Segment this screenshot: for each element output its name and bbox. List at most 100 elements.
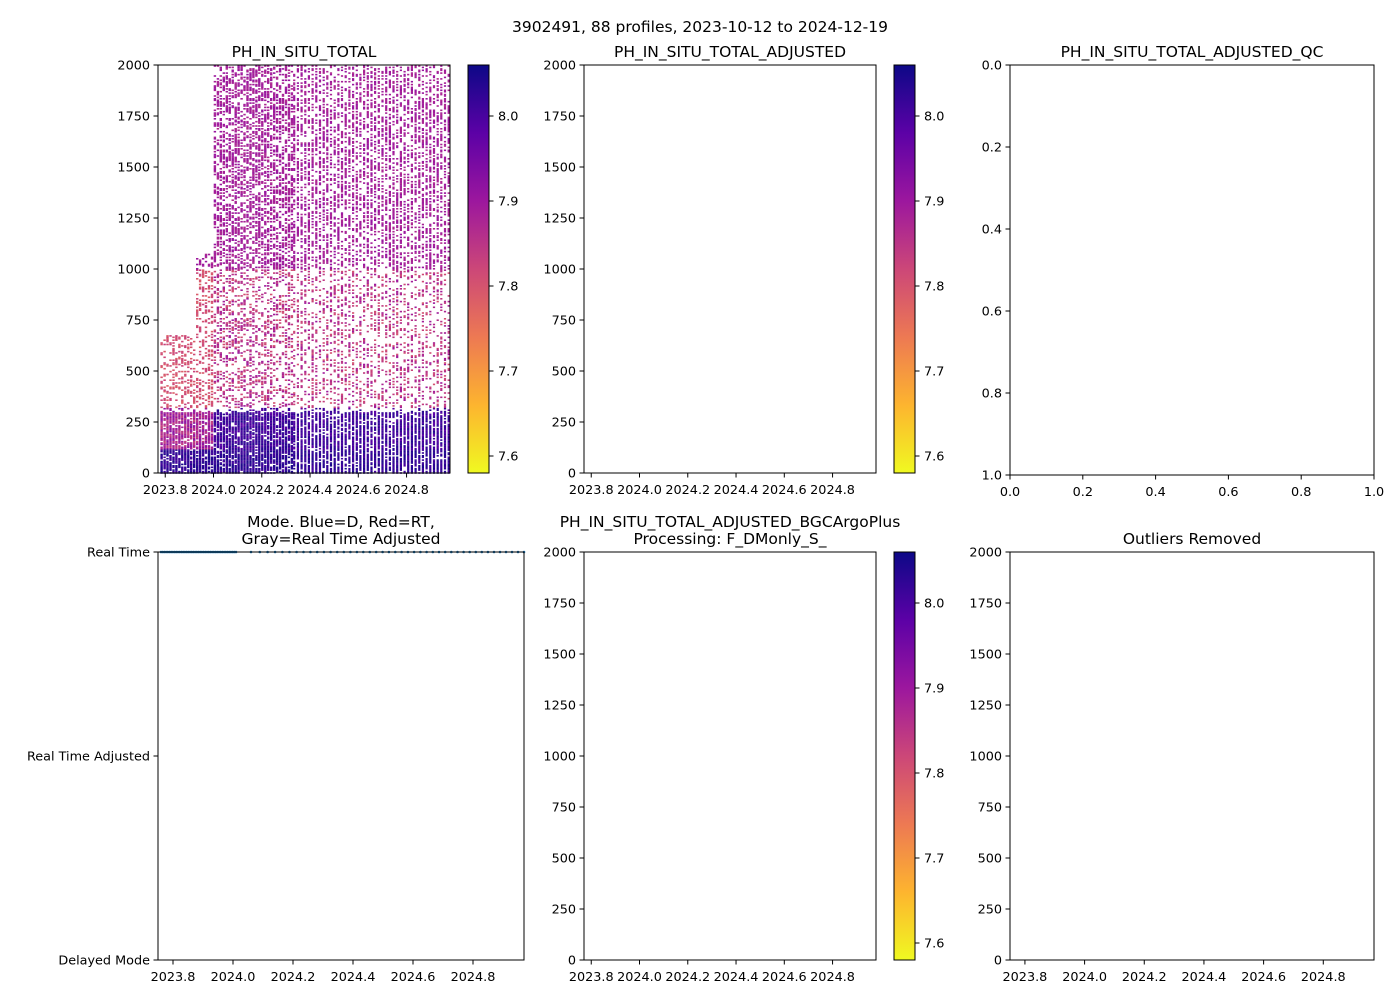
heatmap-cell — [261, 456, 264, 459]
heatmap-cell — [243, 133, 246, 136]
heatmap-cell — [290, 156, 294, 159]
heatmap-cell — [278, 102, 282, 104]
heatmap-cell — [290, 126, 294, 129]
heatmap-cell — [160, 439, 163, 441]
heatmap-cell — [258, 295, 261, 297]
heatmap-cell — [278, 432, 282, 434]
heatmap-cell — [169, 439, 172, 441]
heatmap-cell — [255, 383, 258, 386]
heatmap-cell — [258, 159, 261, 162]
heatmap-cell — [225, 280, 228, 283]
heatmap-cell — [252, 258, 255, 260]
heatmap-cell — [228, 289, 231, 291]
heatmap-cell — [287, 75, 291, 77]
heatmap-cell — [284, 450, 288, 453]
heatmap-cell — [184, 440, 187, 443]
heatmap-cell — [196, 377, 199, 380]
heatmap-cell — [264, 395, 267, 397]
heatmap-cell — [267, 440, 270, 443]
heatmap-cell — [258, 129, 261, 132]
heatmap-cell — [237, 82, 240, 84]
heatmap-cell — [213, 253, 217, 256]
heatmap-cell — [181, 360, 184, 363]
heatmap-cell — [228, 443, 231, 446]
heatmap-cell — [281, 192, 285, 194]
heatmap-cell — [290, 402, 294, 404]
heatmap-cell — [249, 356, 252, 359]
heatmap-cell — [213, 339, 217, 341]
heatmap-cell — [258, 450, 261, 453]
heatmap-cell — [249, 218, 252, 220]
heatmap-cell — [243, 176, 246, 179]
heatmap-cell — [228, 278, 231, 280]
heatmap-cell — [246, 235, 249, 237]
heatmap-cell — [184, 442, 187, 444]
heatmap-cell — [255, 330, 258, 333]
heatmap-cell — [284, 218, 288, 220]
heatmap-cell — [234, 325, 237, 327]
heatmap-cell — [261, 232, 264, 234]
heatmap-cell — [204, 330, 208, 333]
heatmap-cell — [264, 460, 267, 463]
heatmap-cell — [196, 459, 199, 461]
heatmap-cell — [275, 108, 279, 110]
heatmap-cell — [178, 429, 181, 431]
heatmap-cell — [287, 200, 291, 203]
heatmap-cell — [252, 99, 255, 102]
heatmap-cell — [231, 273, 234, 276]
heatmap-cell — [252, 423, 255, 426]
heatmap-cell — [201, 299, 205, 301]
heatmap-cell — [204, 467, 208, 470]
heatmap-cell — [196, 272, 199, 274]
heatmap-cell — [237, 389, 240, 391]
heatmap-cell — [261, 109, 264, 112]
heatmap-cell — [270, 456, 273, 459]
heatmap-cell — [234, 229, 237, 231]
heatmap-cell — [273, 259, 276, 261]
heatmap-cell — [243, 443, 246, 446]
heatmap-cell — [261, 219, 264, 221]
heatmap-cell — [243, 139, 246, 142]
heatmap-cell — [264, 72, 267, 74]
heatmap-cell — [264, 246, 267, 249]
heatmap-cell — [278, 225, 282, 227]
heatmap-cell — [249, 340, 252, 343]
heatmap-cell — [264, 447, 267, 450]
heatmap-cell — [231, 326, 234, 329]
heatmap-cell — [190, 342, 193, 344]
heatmap-cell — [210, 412, 214, 414]
heatmap-cell — [193, 443, 196, 446]
heatmap-cell — [249, 210, 252, 213]
heatmap-cell — [275, 110, 279, 113]
heatmap-cell — [240, 268, 243, 270]
heatmap-cell — [273, 186, 276, 189]
heatmap-cell — [201, 416, 205, 419]
heatmap-cell — [243, 429, 246, 431]
heatmap-cell — [284, 442, 288, 444]
heatmap-cell — [290, 122, 294, 124]
heatmap-cell — [293, 456, 296, 459]
heatmap-cell — [198, 279, 202, 281]
heatmap-cell — [249, 470, 252, 473]
heatmap-cell — [264, 285, 267, 287]
heatmap-cell — [201, 413, 205, 416]
heatmap-cell — [281, 436, 285, 439]
heatmap-cell — [237, 346, 240, 349]
heatmap-cell — [237, 186, 240, 189]
heatmap-cell — [281, 95, 285, 97]
heatmap-cell — [261, 432, 264, 434]
heatmap-cell — [267, 135, 270, 137]
heatmap-cell — [237, 266, 240, 269]
heatmap-cell — [284, 273, 288, 276]
heatmap-cell — [284, 460, 288, 463]
heatmap-cell — [193, 446, 196, 449]
heatmap-cell — [267, 262, 270, 264]
heatmap-cell — [213, 440, 217, 443]
heatmap-cell — [281, 373, 285, 376]
heatmap-cell — [219, 436, 222, 439]
heatmap-cell — [284, 363, 288, 366]
heatmap-cell — [252, 295, 255, 297]
heatmap-cell — [222, 360, 225, 363]
heatmap-cell — [210, 353, 214, 356]
heatmap-cell — [172, 412, 175, 414]
